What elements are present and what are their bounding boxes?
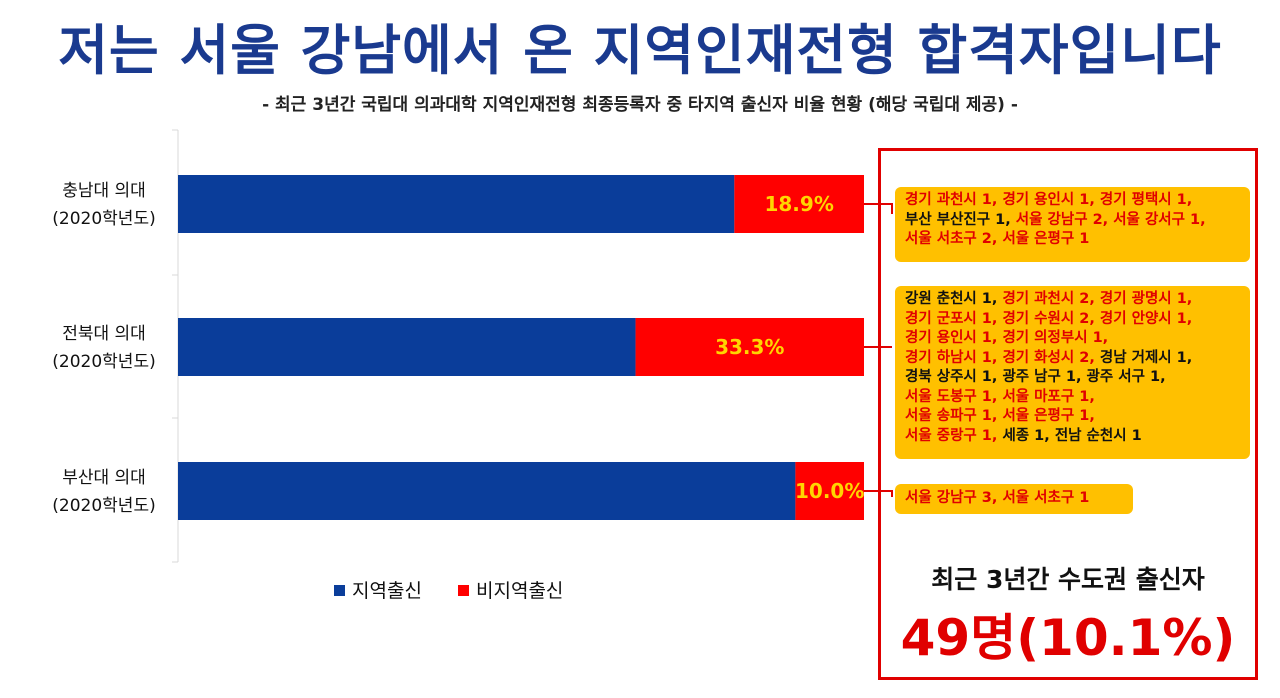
legend-swatch-nonlocal <box>458 585 469 596</box>
note-connector <box>864 490 893 497</box>
note-text: 서울 도봉구 1, 서울 마포구 1, <box>905 388 1095 405</box>
legend-swatch-local <box>334 585 345 596</box>
note-text: 경기 과천시 2, 경기 광명시 1, <box>1002 291 1193 307</box>
summary-label: 최근 3년간 수도권 출신자 <box>931 565 1205 594</box>
note-line: 부산 부산진구 1, 서울 강남구 2, 서울 강서구 1, <box>905 211 1240 231</box>
summary-value: 49명(10.1%) <box>900 609 1236 667</box>
data-label: 10.0% <box>795 479 864 503</box>
note-connector <box>864 203 893 214</box>
note-text: 경기 용인시 1, 경기 의정부시 1, <box>905 330 1109 346</box>
note-text: 서울 중랑구 1, <box>905 427 1003 444</box>
category-label-year: (2020학년도) <box>52 496 155 516</box>
note-line: 서울 중랑구 1, 세종 1, 전남 순천시 1 <box>905 427 1240 447</box>
legend-label-local: 지역출신 <box>352 580 422 602</box>
note-text: 경기 과천시 1, 경기 용인시 1, 경기 평택시 1, <box>905 192 1193 208</box>
origin-note-box: 서울 강남구 3, 서울 서초구 1 <box>895 484 1133 514</box>
data-label: 18.9% <box>764 192 833 216</box>
note-line: 경북 상주시 1, 광주 남구 1, 광주 서구 1, <box>905 368 1240 388</box>
page-subtitle: - 최근 3년간 국립대 의과대학 지역인재전형 최종등록자 중 타지역 출신자… <box>262 95 1018 115</box>
note-text: 서울 서초구 2, 서울 은평구 1 <box>905 231 1090 247</box>
bar-local <box>178 462 796 520</box>
note-text: 경북 상주시 1, 광주 남구 1, 광주 서구 1, <box>905 369 1166 385</box>
bar-nonlocal <box>795 462 864 520</box>
note-text: 서울 강남구 2, 서울 강서구 1, <box>1015 211 1206 228</box>
bar-local <box>178 318 636 376</box>
summary-box <box>878 148 1258 680</box>
note-text: 강원 춘천시 1, <box>905 291 1003 307</box>
data-label: 33.3% <box>715 335 784 359</box>
category-label: 전북대 의대 <box>62 324 146 344</box>
note-text: 서울 강남구 3, 서울 서초구 1 <box>905 490 1090 506</box>
note-text: 서울 송파구 1, 서울 은평구 1, <box>905 408 1095 424</box>
note-text: 경남 거제시 1, <box>1099 349 1193 366</box>
note-line: 경기 과천시 1, 경기 용인시 1, 경기 평택시 1, <box>905 191 1240 211</box>
note-line: 서울 강남구 3, 서울 서초구 1 <box>905 489 1123 509</box>
note-line: 경기 군포시 1, 경기 수원시 2, 경기 안양시 1, <box>905 310 1240 330</box>
category-label-year: (2020학년도) <box>52 209 155 229</box>
note-line: 경기 하남시 1, 경기 화성시 2, 경남 거제시 1, <box>905 349 1240 369</box>
note-text: 부산 부산진구 1, <box>905 211 1016 228</box>
note-line: 경기 용인시 1, 경기 의정부시 1, <box>905 329 1240 349</box>
note-text: 세종 1, 전남 순천시 1 <box>1002 427 1142 444</box>
note-text: 경기 군포시 1, 경기 수원시 2, 경기 안양시 1, <box>905 310 1193 327</box>
category-label-year: (2020학년도) <box>52 352 155 372</box>
note-line: 서울 서초구 2, 서울 은평구 1 <box>905 230 1240 250</box>
bar-local <box>178 175 735 233</box>
note-line: 서울 송파구 1, 서울 은평구 1, <box>905 407 1240 427</box>
note-line: 서울 도봉구 1, 서울 마포구 1, <box>905 388 1240 408</box>
note-text: 경기 하남시 1, 경기 화성시 2, <box>905 349 1100 366</box>
note-line: 강원 춘천시 1, 경기 과천시 2, 경기 광명시 1, <box>905 290 1240 310</box>
origin-note-box: 경기 과천시 1, 경기 용인시 1, 경기 평택시 1, 부산 부산진구 1, … <box>895 187 1250 262</box>
bar-nonlocal <box>734 175 864 233</box>
category-label: 부산대 의대 <box>62 468 146 488</box>
page-title: 저는 서울 강남에서 온 지역인재전형 합격자입니다 <box>58 19 1222 82</box>
legend-label-nonlocal: 비지역출신 <box>476 580 563 602</box>
origin-note-box: 강원 춘천시 1, 경기 과천시 2, 경기 광명시 1, 경기 군포시 1, 경… <box>895 286 1250 459</box>
bar-nonlocal <box>635 318 864 376</box>
category-label: 충남대 의대 <box>62 181 146 201</box>
